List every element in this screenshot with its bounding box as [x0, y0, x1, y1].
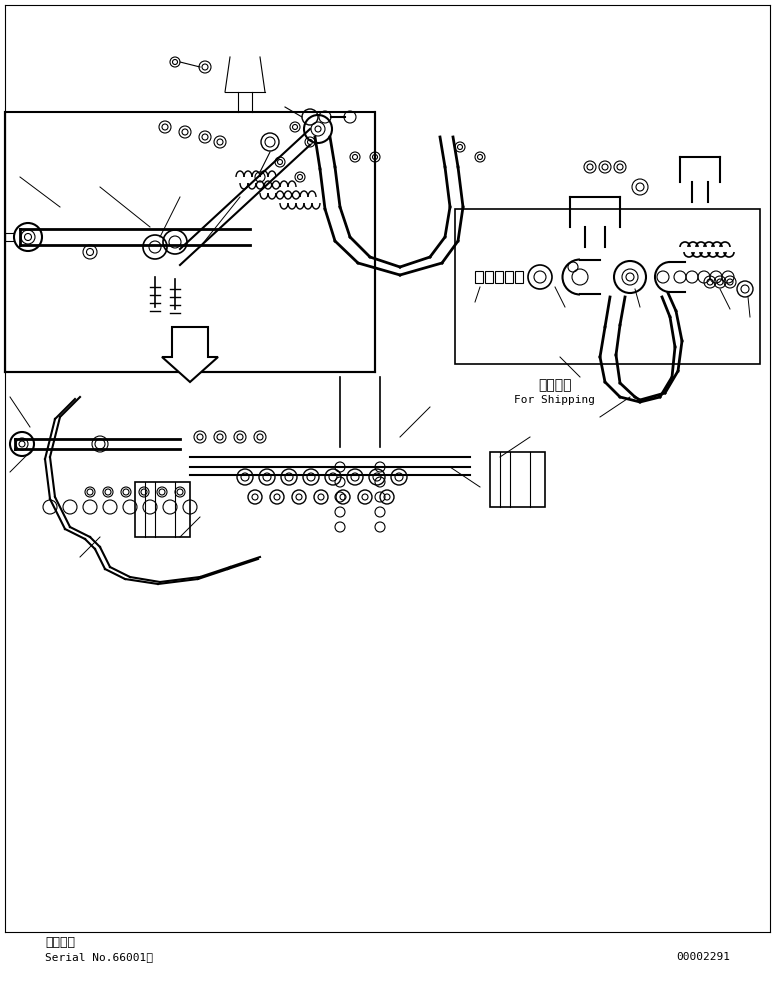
Bar — [5, 112, 375, 372]
Bar — [495, 271, 503, 283]
Bar — [515, 271, 523, 283]
Bar — [485, 271, 493, 283]
Bar — [475, 271, 483, 283]
Bar — [135, 482, 190, 537]
Bar — [505, 271, 513, 283]
Bar — [455, 209, 760, 364]
Text: For Shipping: For Shipping — [514, 395, 595, 405]
Text: 連携部品: 連携部品 — [539, 378, 572, 392]
Text: 適用号機: 適用号機 — [45, 936, 75, 949]
Bar — [490, 452, 545, 507]
Text: 00002291: 00002291 — [676, 952, 730, 962]
Text: Serial No.66001～: Serial No.66001～ — [45, 952, 153, 962]
Polygon shape — [162, 327, 218, 382]
